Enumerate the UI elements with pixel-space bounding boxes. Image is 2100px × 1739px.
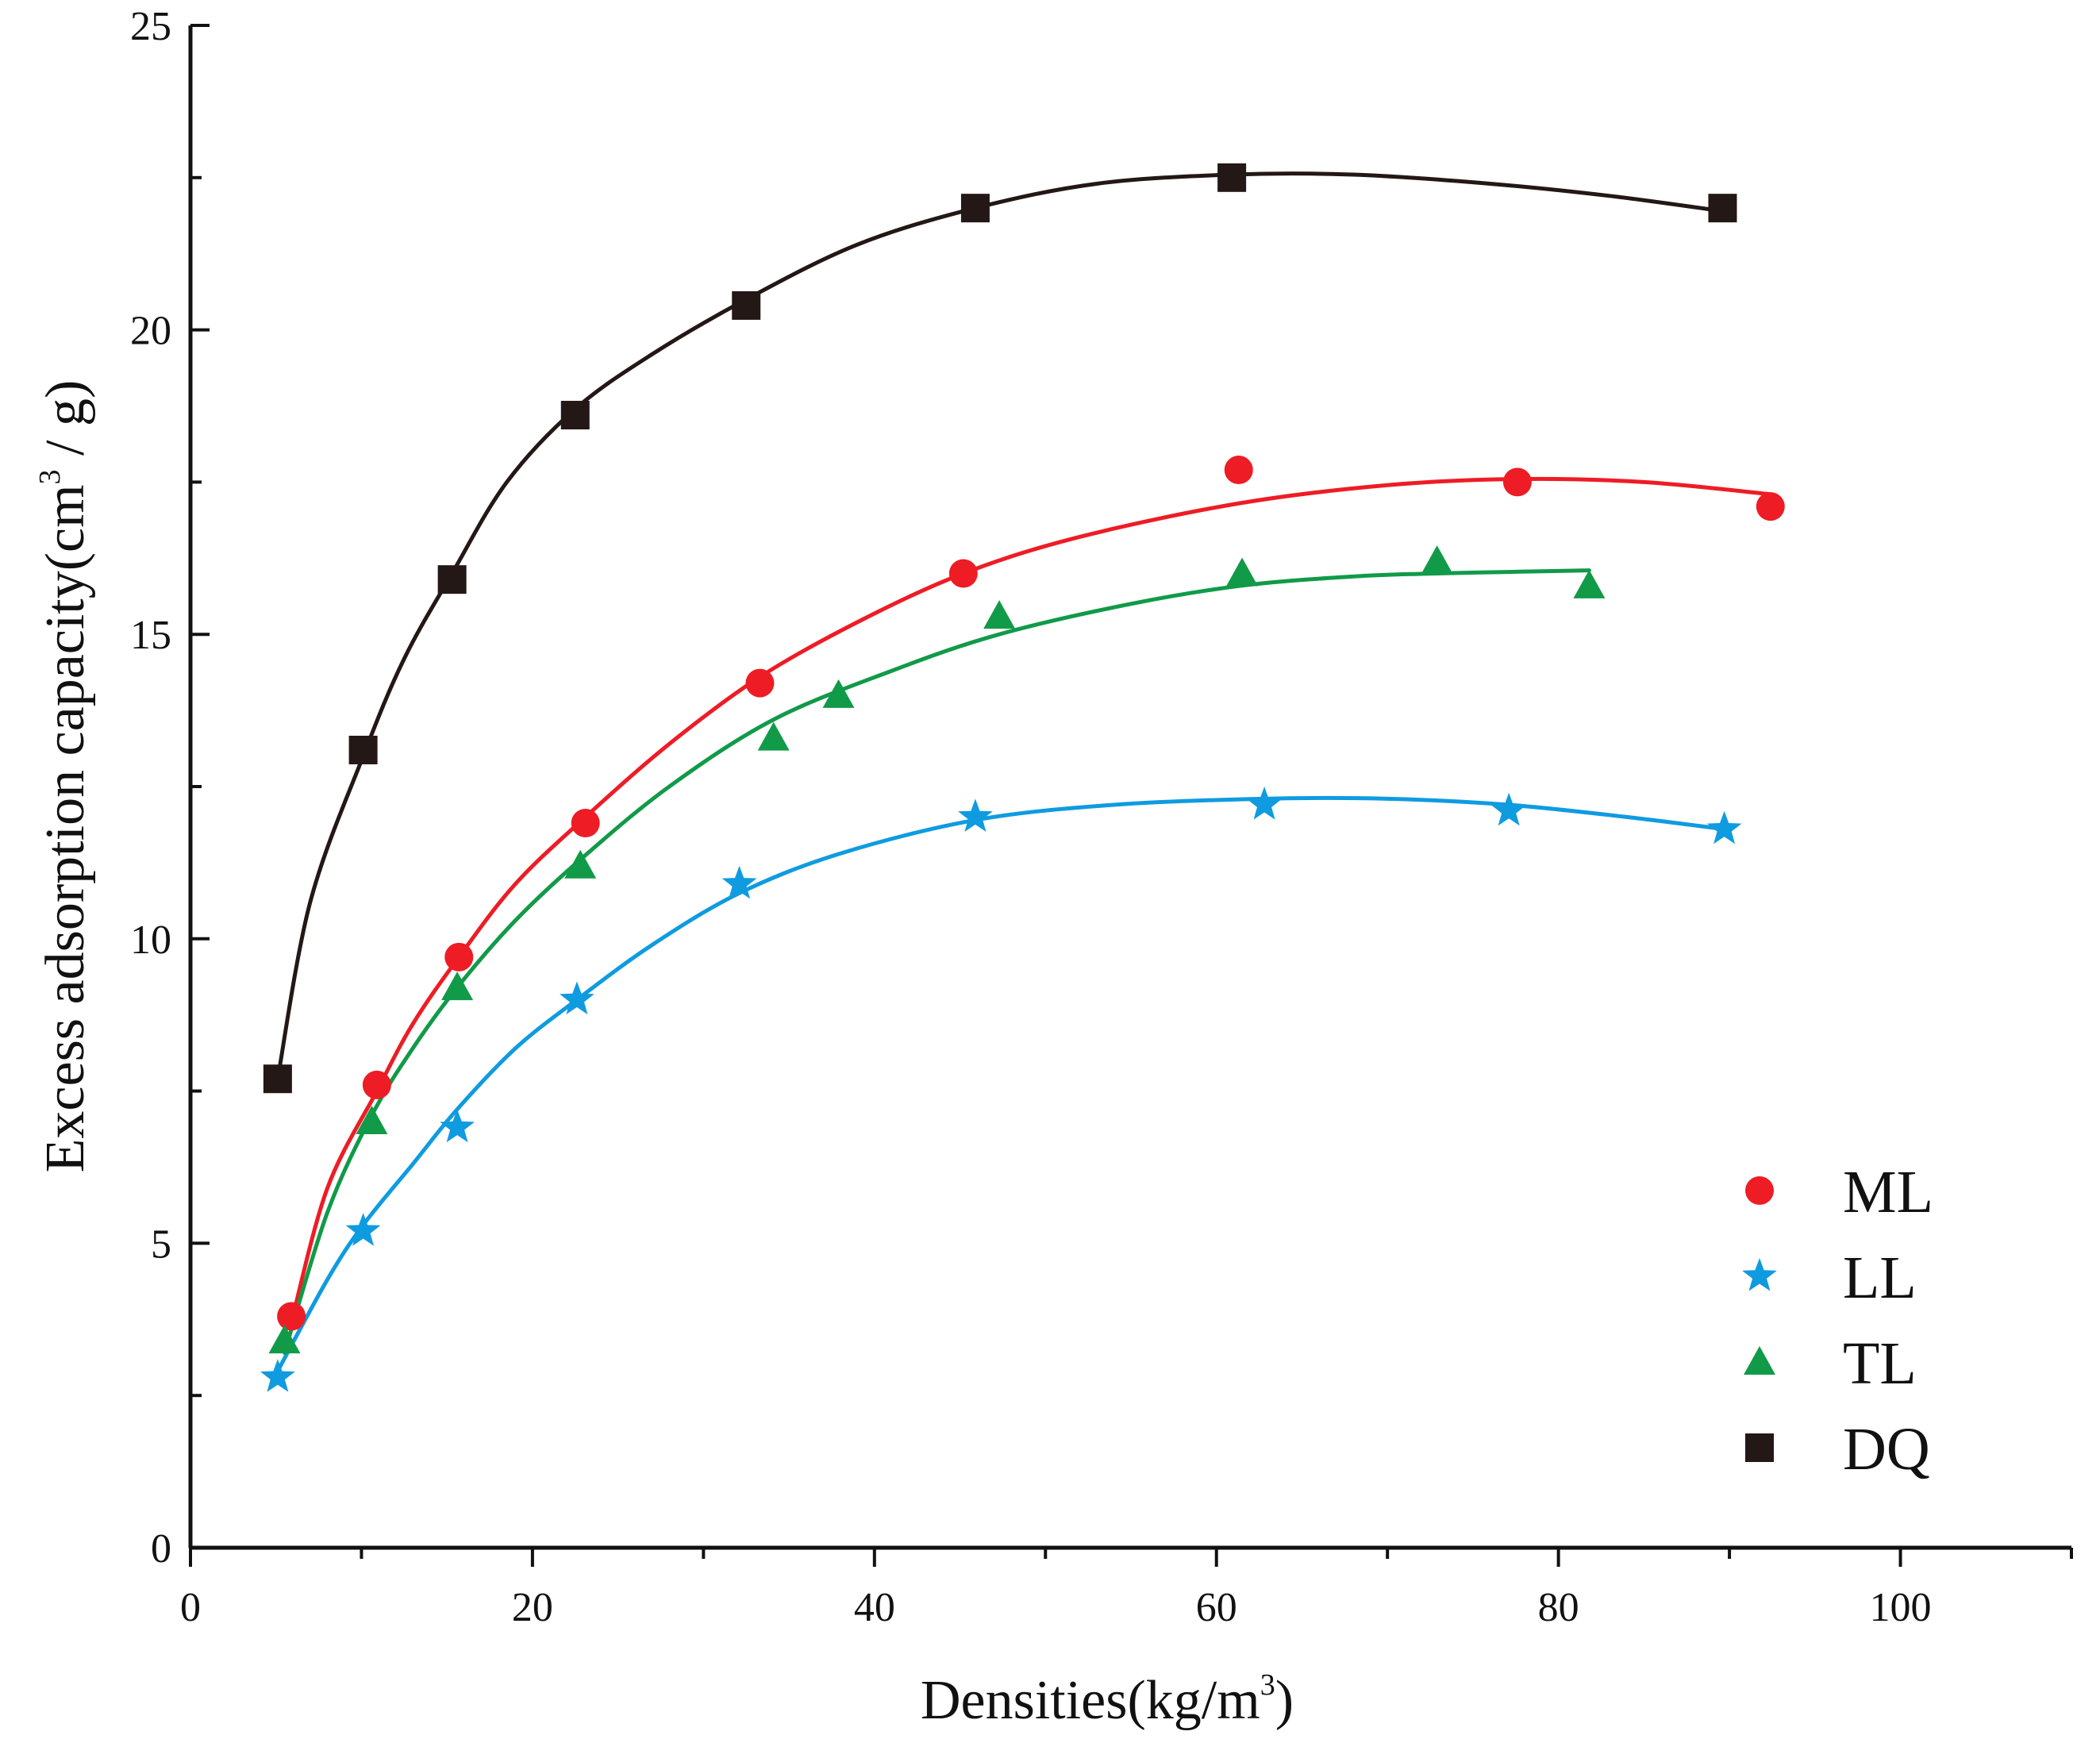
data-point-ml [571,809,600,838]
legend-marker-ml [1745,1176,1774,1205]
legend-label-tl: TL [1843,1330,1917,1397]
data-point-ll [721,865,757,899]
data-point-tl [1421,545,1453,575]
data-point-ml [1224,456,1253,485]
data-point-dq [1217,163,1247,192]
data-point-ml [948,559,978,588]
data-point-ll [1706,810,1742,844]
data-point-tl [757,721,790,751]
fit-curve-ml [289,476,1773,1325]
y-tick-label: 0 [151,1526,171,1572]
axes: 0 20 40 60 80 100 0 5 10 15 20 25 [130,4,2073,1630]
data-point-dq [732,290,761,320]
data-point-ml [745,668,775,698]
data-point-tl [983,600,1016,629]
data-point-ll [440,1109,475,1143]
y-tick-label: 5 [151,1222,171,1267]
legend-item-ml: ML [1745,1159,1933,1225]
data-point-tl [268,1325,301,1354]
legend-label-dq: DQ [1843,1416,1930,1483]
fit-curves [275,171,1773,1374]
data-point-dq [1708,194,1737,223]
x-tick-label: 80 [1538,1585,1579,1630]
y-tick-label: 20 [130,309,171,354]
data-point-dq [960,194,990,223]
y-tick-label: 10 [130,918,171,963]
data-point-ml [1502,467,1532,497]
data-point-ll [958,798,993,832]
legend-item-tl: TL [1744,1330,1917,1397]
data-point-ll [560,981,594,1015]
data-point-tl [441,971,474,1001]
legend-label-ml: ML [1843,1159,1933,1225]
data-point-tl [1573,569,1606,598]
data-point-ll [1491,792,1526,826]
data-points [260,163,1785,1392]
x-tick-label: 20 [512,1585,553,1630]
data-point-ll [1247,787,1282,820]
x-tick-label: 100 [1870,1585,1932,1630]
legend-label-ll: LL [1843,1245,1917,1311]
legend-marker-ll [1742,1258,1777,1291]
data-point-dq [348,735,378,764]
data-point-dq [263,1064,292,1094]
data-point-ll [345,1213,381,1246]
fit-curve-tl [283,568,1591,1355]
x-tick-label: 0 [180,1585,201,1630]
data-point-dq [560,401,590,430]
x-axis-title: Densities(kg/m3) [921,1668,1294,1731]
fit-curve-ll [275,795,1727,1374]
data-point-tl [822,679,855,708]
data-point-ml [277,1302,306,1331]
y-axis-title: Excess adsorption capacity(cm3 / g) [33,380,96,1173]
data-point-tl [356,1105,388,1134]
legend-marker-dq [1745,1433,1774,1462]
x-tick-label: 40 [854,1585,895,1630]
y-tick-label: 15 [130,613,171,658]
legend: ML LL TL DQ [1742,1159,1933,1483]
data-point-ml [444,942,474,971]
y-tick-label: 25 [130,4,171,49]
data-point-ml [1756,492,1785,521]
data-point-tl [564,849,597,879]
axis-labels: Densities(kg/m3) Excess adsorption capac… [33,380,1294,1731]
x-tick-label: 60 [1196,1585,1237,1630]
legend-item-dq: DQ [1745,1416,1930,1483]
legend-item-ll: LL [1742,1245,1917,1311]
data-point-ll [260,1359,295,1392]
data-point-dq [437,565,467,594]
legend-marker-tl [1744,1346,1775,1375]
data-point-ml [362,1070,391,1099]
data-point-tl [1226,557,1259,587]
